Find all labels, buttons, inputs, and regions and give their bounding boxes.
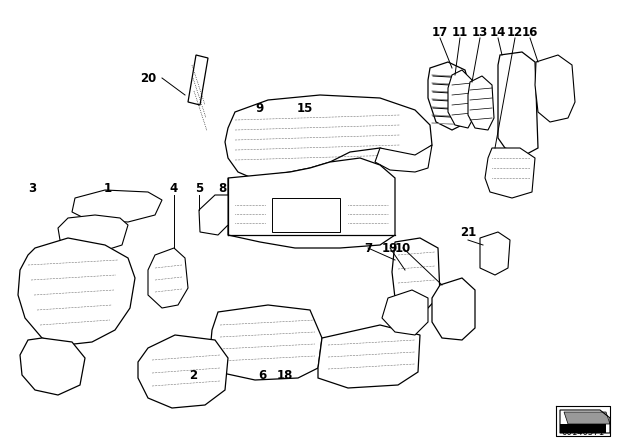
Text: 3: 3 [28,181,36,194]
Polygon shape [468,76,494,130]
Polygon shape [535,55,575,122]
Text: 1: 1 [104,181,112,194]
Text: 20: 20 [140,72,156,85]
Polygon shape [138,335,228,408]
Polygon shape [480,232,510,275]
Text: 4: 4 [170,181,178,194]
Text: 15: 15 [297,102,313,115]
Text: 8: 8 [218,181,226,194]
Polygon shape [199,195,228,235]
Text: 12: 12 [507,26,523,39]
Polygon shape [375,145,432,172]
Polygon shape [225,95,432,178]
Polygon shape [498,52,538,155]
Text: 21: 21 [460,225,476,238]
Text: 17: 17 [432,26,448,39]
Polygon shape [148,248,188,308]
Polygon shape [72,190,162,222]
Polygon shape [318,325,420,388]
Polygon shape [188,55,208,105]
Text: 18: 18 [277,369,293,382]
Polygon shape [448,70,475,128]
Polygon shape [272,198,340,232]
Polygon shape [382,290,428,335]
Text: 11: 11 [452,26,468,39]
Polygon shape [18,238,135,345]
Text: 16: 16 [522,26,538,39]
Text: 10: 10 [395,241,411,254]
Polygon shape [428,62,472,130]
Polygon shape [210,305,322,380]
Text: 2: 2 [189,369,197,382]
Polygon shape [564,412,610,424]
Polygon shape [432,278,475,340]
Text: 19: 19 [382,241,398,254]
Polygon shape [485,148,535,198]
Text: 5: 5 [195,181,203,194]
Text: 9: 9 [256,102,264,115]
Polygon shape [228,158,395,248]
Polygon shape [560,424,606,433]
Text: 13: 13 [472,26,488,39]
Text: 00140571: 00140571 [561,427,605,436]
Polygon shape [58,215,128,252]
Polygon shape [20,338,85,395]
Polygon shape [392,238,440,310]
Text: 14: 14 [490,26,506,39]
Text: 6: 6 [258,369,266,382]
Text: 7: 7 [364,241,372,254]
